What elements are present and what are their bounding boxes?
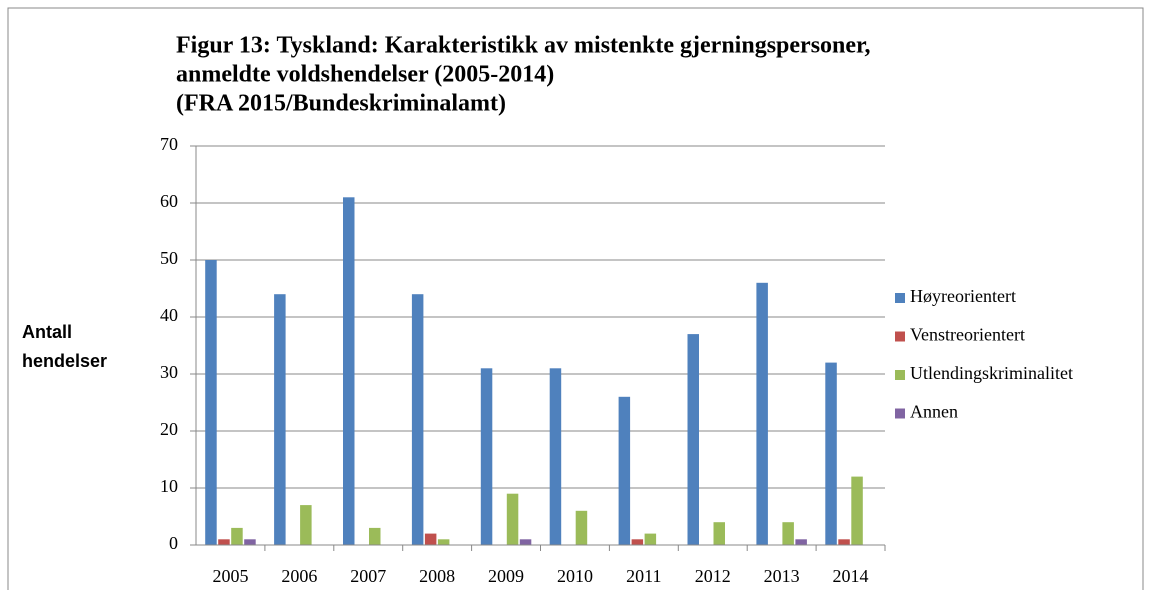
chart-title: anmeldte voldshendelser (2005-2014) [176,62,554,88]
x-tick-label: 2005 [212,566,248,586]
bar [631,539,644,545]
y-tick-label: 60 [160,191,178,211]
x-tick-label: 2012 [695,566,731,586]
bar [437,539,450,545]
bar [713,522,725,545]
x-tick-label: 2014 [833,566,869,586]
bar [618,396,631,545]
bar [549,368,562,545]
bar [231,527,243,545]
y-tick-label: 0 [169,533,178,553]
legend-swatch [895,293,905,303]
legend-label: Annen [910,402,958,422]
bar [838,539,850,545]
legend-label: Venstreorientert [910,325,1025,345]
bar [369,527,381,545]
chart-title: Figur 13: Tyskland: Karakteristikk av mi… [176,33,870,59]
bar [205,260,217,545]
bar [411,294,424,545]
bar [782,522,794,545]
y-axis-label: Antall [22,322,72,342]
bar [343,197,355,546]
legend-label: Høyreorientert [910,286,1016,306]
bar [244,539,256,545]
y-tick-label: 30 [160,362,178,382]
x-tick-label: 2006 [281,566,317,586]
bar [424,533,437,545]
bar [519,539,532,545]
bar [687,334,699,545]
x-tick-label: 2008 [419,566,455,586]
legend-swatch [895,370,905,380]
y-tick-label: 40 [160,305,178,325]
x-tick-label: 2013 [764,566,800,586]
y-tick-label: 20 [160,419,178,439]
legend-label: Utlendingskriminalitet [910,363,1073,383]
bar [480,368,493,545]
x-tick-label: 2010 [557,566,593,586]
y-tick-label: 50 [160,248,178,268]
bar [795,539,807,545]
bar [575,510,588,545]
legend-swatch [895,408,905,419]
bar [825,362,837,545]
bar [218,539,230,545]
y-axis-label: hendelser [22,351,107,371]
bar [274,294,286,545]
y-tick-label: 70 [160,134,178,154]
bar [644,533,657,545]
bar [506,493,519,545]
x-tick-label: 2009 [488,566,524,586]
bar [756,282,768,545]
bar [300,505,312,545]
legend-swatch [895,331,905,342]
y-tick-label: 10 [160,476,178,496]
frame [7,7,1144,590]
chart-title: (FRA 2015/Bundeskriminalamt) [176,91,506,117]
x-tick-label: 2007 [350,566,386,586]
x-tick-label: 2011 [626,566,661,586]
bar [851,476,863,545]
